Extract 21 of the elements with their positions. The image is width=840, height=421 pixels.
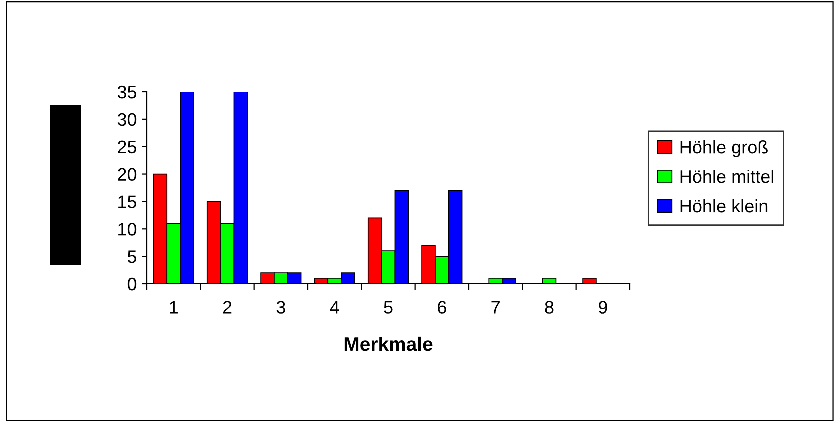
x-tick-label: 9 — [598, 301, 608, 314]
y-tick-label: 35 — [118, 86, 137, 99]
x-tick-label: 7 — [492, 301, 500, 314]
y-tick-label: 20 — [118, 168, 137, 182]
legend-label: Höhle mittel — [680, 170, 774, 184]
legend-label: Höhle klein — [680, 199, 768, 213]
x-tick-label: 4 — [330, 301, 340, 314]
x-tick-label: 3 — [276, 301, 286, 314]
y-tick-label: 15 — [118, 196, 137, 208]
x-tick-label: 8 — [545, 301, 554, 314]
y-tick-label: 30 — [118, 113, 137, 126]
x-axis-title: Merkmale — [344, 336, 433, 352]
x-tick-label: 2 — [223, 301, 232, 314]
x-tick-label: 1 — [170, 301, 178, 314]
legend-label: Höhle groß — [680, 140, 768, 158]
x-tick-label: 6 — [438, 301, 446, 314]
y-tick-label: 10 — [118, 223, 137, 236]
y-tick-label: 25 — [118, 140, 137, 154]
x-tick-label: 5 — [384, 301, 393, 314]
y-tick-label: 5 — [128, 250, 137, 264]
y-tick-label: 0 — [128, 278, 137, 291]
